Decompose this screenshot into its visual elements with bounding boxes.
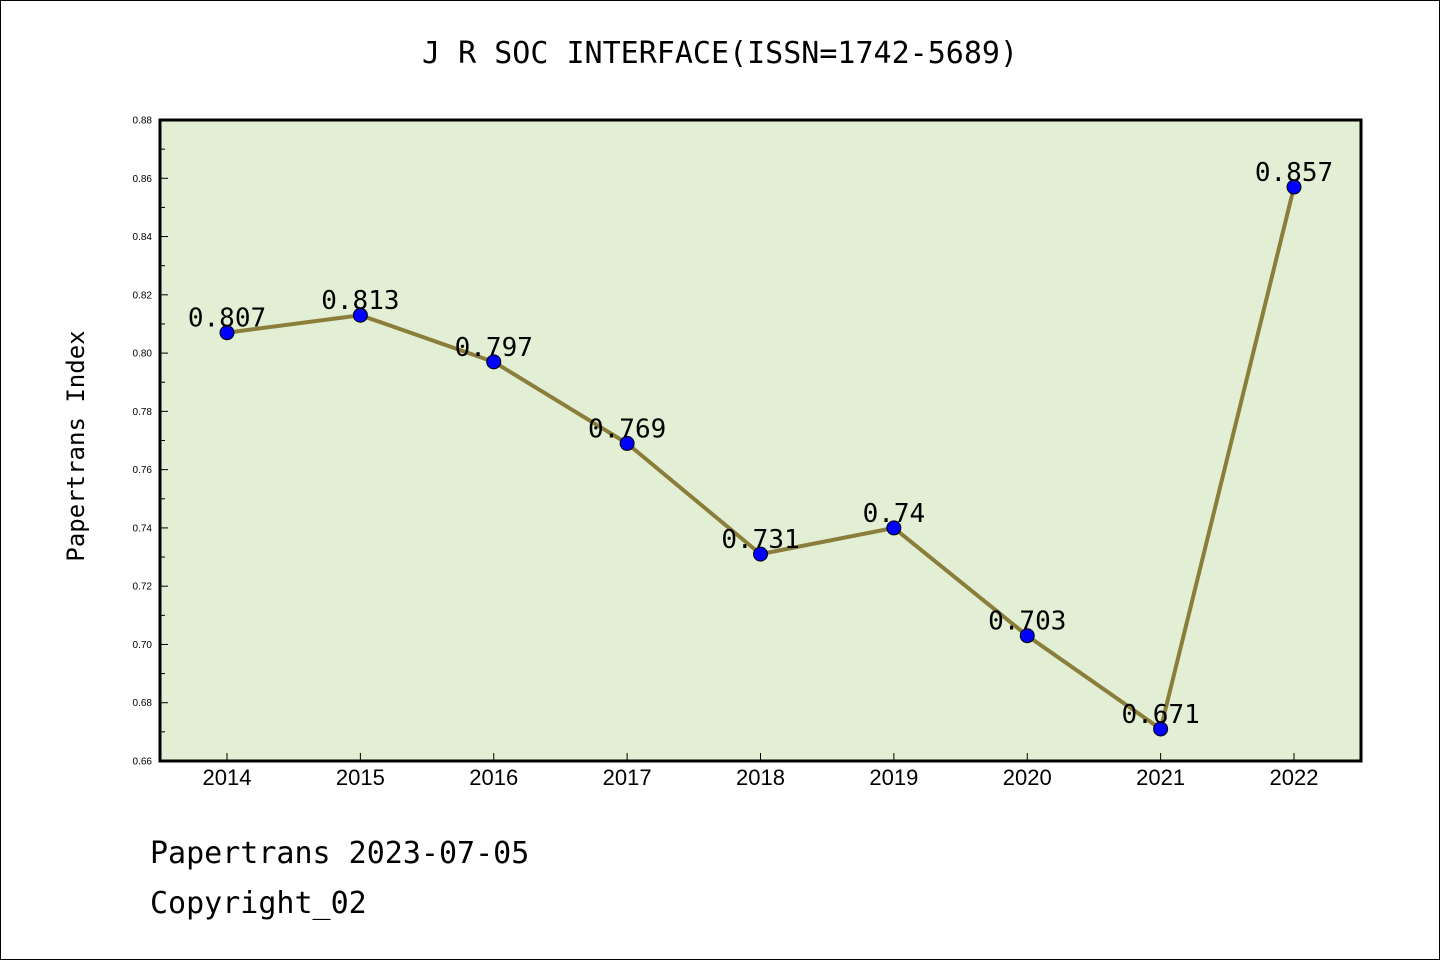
data-label: 0.769: [588, 414, 666, 444]
x-axis-ticks: 2014 2015 2016 2017 2018 2019 2020 2021 2022: [203, 753, 1319, 790]
y-tick-label: 0.76: [133, 465, 153, 476]
x-tick-label: 2022: [1270, 765, 1319, 790]
y-tick-label: 0.78: [133, 407, 153, 418]
data-point: [619, 435, 635, 451]
y-tick-label: 0.74: [133, 523, 153, 534]
data-point: [753, 546, 768, 562]
y-tick-label: 0.68: [133, 698, 153, 709]
data-label: 0.703: [988, 607, 1066, 637]
x-tick-label: 2019: [869, 765, 918, 790]
y-tick-label: 0.86: [133, 174, 153, 185]
series-group: 0.807 0.813 0.797 0.769 0.731 0.74 0.703 0.671 0…: [188, 158, 1333, 737]
footer-copyright: Copyright_02: [150, 886, 367, 921]
footer-date: Papertrans 2023-07-05: [150, 836, 530, 871]
y-tick-label: 0.88: [133, 116, 153, 127]
x-tick-label: 2021: [1136, 765, 1185, 790]
data-point: [1019, 628, 1035, 644]
plot-area: [158, 118, 1363, 763]
y-tick-label: 0.70: [133, 640, 153, 651]
data-label: 0.731: [721, 525, 799, 555]
data-label: 0.671: [1121, 700, 1199, 730]
x-tick-label: 2015: [336, 765, 385, 790]
x-tick-label: 2017: [603, 765, 652, 790]
y-tick-label: 0.82: [133, 290, 153, 301]
y-tick-label: 0.66: [133, 757, 153, 768]
x-tick-label: 2018: [736, 765, 785, 790]
y-tick-label: 0.84: [133, 232, 153, 243]
data-label: 0.74: [863, 499, 926, 529]
data-point: [1153, 721, 1169, 737]
chart-title: J R SOC INTERFACE(ISSN=1742-5689): [421, 36, 1019, 71]
data-label: 0.807: [188, 304, 266, 334]
data-point: [886, 520, 902, 536]
data-point: [219, 325, 235, 341]
y-tick-label: 0.80: [133, 349, 153, 360]
data-label: 0.797: [455, 333, 533, 363]
data-point: [1286, 179, 1302, 195]
data-label: 0.857: [1255, 158, 1333, 188]
data-point: [486, 354, 502, 370]
x-tick-label: 2014: [203, 765, 252, 790]
data-point: [352, 307, 368, 323]
x-tick-label: 2016: [469, 765, 518, 790]
y-tick-label: 0.72: [133, 582, 153, 593]
y-axis-ticks: 0.66 0.68 0.70 0.72 0.74 0.76 0.78 0.80 0.82 0.84…: [133, 116, 168, 768]
data-label: 0.813: [321, 286, 399, 316]
x-tick-label: 2020: [1003, 765, 1052, 790]
